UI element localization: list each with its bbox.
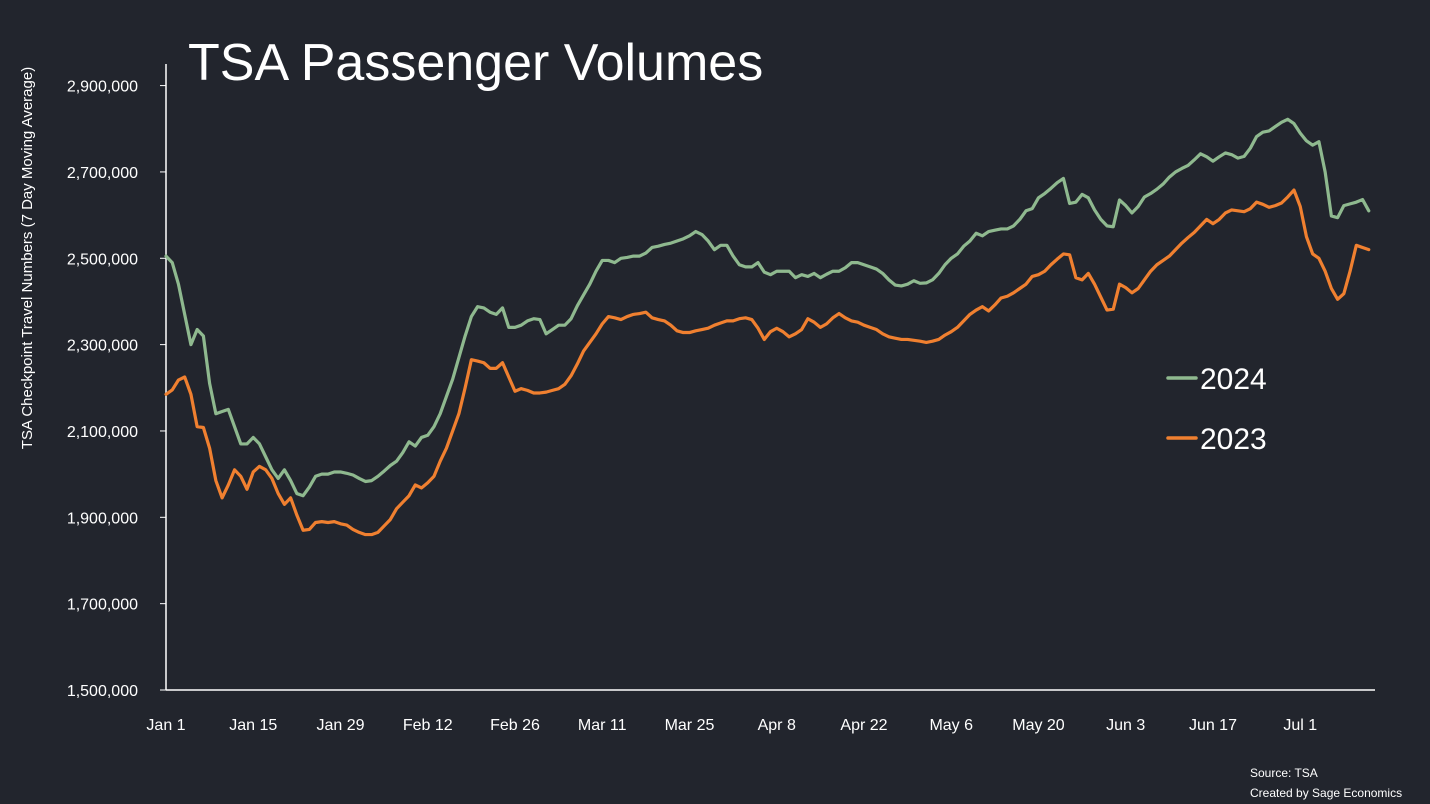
x-tick-group: Jan 1 Jan 15 Jan 29 Feb 12 Feb 26 Mar 11 Mar 2… — [146, 717, 1317, 734]
source-note: Source: TSA Created by Sage Economics — [1250, 766, 1402, 800]
x-tick-label: Feb 26 — [490, 717, 540, 734]
legend-label-2023: 2023 — [1200, 423, 1267, 456]
x-tick-label: Mar 11 — [578, 717, 627, 734]
y-tick-label: 2,300,000 — [67, 338, 138, 355]
x-tick-label: Jan 29 — [316, 717, 364, 734]
y-tick-group: 1,500,000 1,700,000 1,900,000 2,100,000 2,30… — [67, 79, 166, 700]
y-tick-label: 1,700,000 — [67, 597, 138, 614]
x-tick-label: Jul 1 — [1283, 717, 1317, 734]
series-line-2024 — [164, 117, 1371, 498]
x-tick-label: Jun 17 — [1189, 717, 1237, 734]
y-tick-label: 2,700,000 — [67, 165, 138, 182]
legend: 2024 2023 — [1166, 363, 1267, 456]
y-tick-label: 2,900,000 — [67, 79, 138, 96]
x-tick-label: Apr 22 — [840, 717, 887, 734]
x-tick-label: Jan 15 — [229, 717, 277, 734]
y-tick-label: 2,100,000 — [67, 424, 138, 441]
y-tick-label: 1,900,000 — [67, 510, 138, 527]
legend-label-2024: 2024 — [1200, 363, 1267, 396]
series-group — [164, 117, 1371, 537]
chart-title: TSA Passenger Volumes — [188, 34, 763, 92]
x-tick-label: Jan 1 — [146, 717, 185, 734]
y-axis-label: TSA Checkpoint Travel Numbers (7 Day Mov… — [19, 67, 36, 449]
x-tick-label: Mar 25 — [665, 717, 715, 734]
y-tick-label: 1,500,000 — [67, 683, 138, 700]
series-line-2023 — [164, 188, 1371, 537]
source-line: Created by Sage Economics — [1250, 786, 1402, 800]
x-tick-label: May 20 — [1012, 717, 1065, 734]
source-line: Source: TSA — [1250, 766, 1318, 780]
x-tick-label: Apr 8 — [758, 717, 796, 734]
x-tick-label: Jun 3 — [1106, 717, 1145, 734]
y-tick-label: 2,500,000 — [67, 251, 138, 268]
x-tick-label: Feb 12 — [403, 717, 453, 734]
x-tick-label: May 6 — [929, 717, 973, 734]
